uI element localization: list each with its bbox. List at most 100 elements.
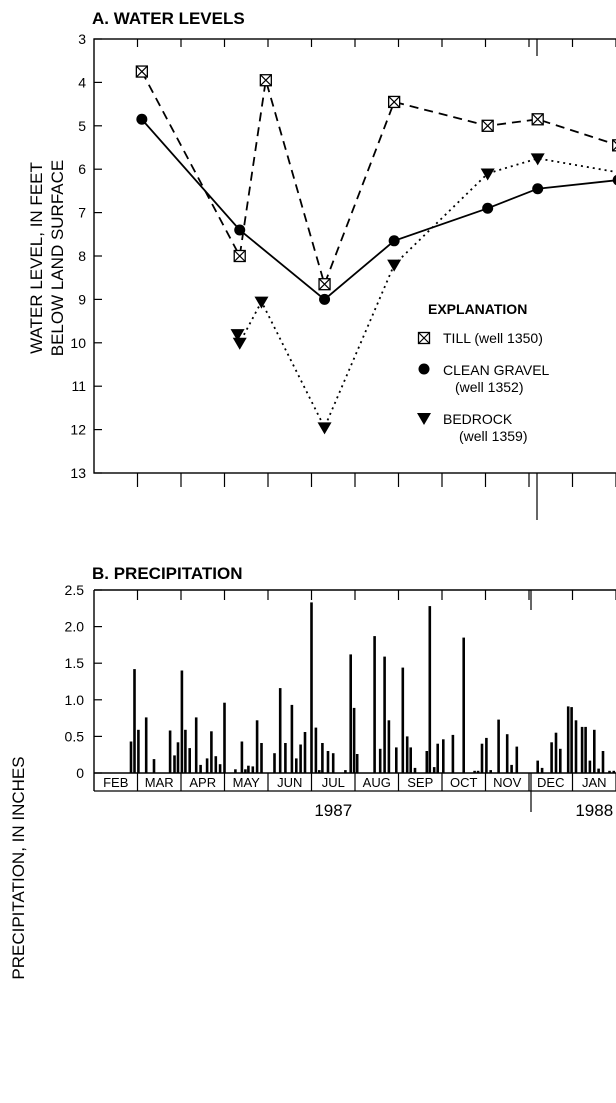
precipitation-y-tick-label: 0.5 [65, 728, 85, 744]
precipitation-bar [205, 758, 209, 773]
precipitation-bar [540, 767, 544, 773]
series-0-marker [135, 65, 149, 78]
precipitation-bar [373, 636, 376, 773]
precipitation-y-tick-label: 2.5 [65, 582, 85, 598]
precipitation-bar [428, 606, 432, 773]
series-0-marker-cross [612, 139, 616, 152]
precipitation-bar [566, 706, 570, 773]
precipitation-bar [580, 726, 584, 773]
precipitation-bar [515, 746, 519, 773]
series-2-marker [317, 422, 332, 435]
precipitation-bar [331, 753, 335, 773]
series-0-marker [233, 249, 246, 263]
water-levels-y-tick-label: 9 [78, 291, 86, 307]
precipitation-bar [278, 688, 282, 773]
series-1-marker [388, 235, 400, 247]
precipitation-bar [173, 755, 176, 773]
series-line-0 [141, 71, 616, 288]
water-levels-y-tick-label: 6 [78, 161, 86, 177]
water-levels-y-tick-label: 10 [70, 335, 86, 351]
legend-gravel-label: CLEAN GRAVEL [443, 362, 550, 378]
month-label: JUL [322, 775, 345, 790]
precipitation-bar [597, 768, 600, 773]
precipitation-bar [129, 741, 133, 773]
precipitation-bar [554, 732, 558, 773]
precipitation-y-tick-label: 0 [76, 765, 84, 781]
precipitation-bar [536, 760, 539, 773]
month-label: NOV [493, 775, 522, 790]
series-line-1 [141, 118, 616, 301]
precipitation-bar [210, 731, 213, 773]
precipitation-bar [344, 770, 347, 773]
water-levels-ylabel-line2: BELOW LAND SURFACE [48, 160, 67, 357]
legend-bedrock-icon [417, 413, 431, 425]
precipitation-bar [137, 729, 140, 773]
series-line-2 [236, 157, 616, 430]
month-label: DEC [537, 775, 564, 790]
precipitation-bar [405, 736, 409, 773]
precipitation-bar [260, 743, 263, 773]
precipitation-bar [349, 654, 352, 773]
precipitation-bar [251, 766, 255, 773]
water-levels-y-tick-label: 11 [71, 378, 86, 394]
precipitation-chart: B. PRECIPITATION PRECIPITATION, IN INCHE… [9, 564, 616, 980]
month-label: MAY [233, 775, 261, 790]
precipitation-bar [476, 770, 480, 773]
precipitation-bar [584, 726, 587, 773]
precipitation-bars [129, 602, 616, 773]
precipitation-bar [194, 717, 198, 773]
precipitation-y-tick-label: 2.0 [65, 619, 85, 635]
water-levels-y-tick-label: 4 [78, 74, 86, 90]
series-0-marker [318, 278, 331, 291]
precipitation-bar [299, 744, 302, 773]
precipitation-bar [473, 770, 476, 773]
precipitation-bar [413, 767, 417, 773]
precipitation-bar [489, 770, 492, 773]
precipitation-bar [133, 669, 136, 773]
precipitation-bar [387, 720, 391, 773]
precipitation-x-axis: FEBMARAPRMAYJUNJULAUGSEPOCTNOVDECJANFEB1… [103, 590, 616, 820]
series-1-marker [319, 293, 331, 305]
precipitation-bar [505, 734, 509, 773]
precipitation-bar [510, 764, 513, 773]
legend-icons [417, 331, 431, 425]
precipitation-bar [570, 707, 573, 773]
precipitation-bar [480, 743, 484, 773]
precipitation-bar [442, 739, 445, 773]
month-label: APR [189, 775, 216, 790]
water-levels-y-tick-label: 3 [78, 31, 86, 47]
precipitation-bar [184, 729, 187, 773]
precipitation-bar [485, 737, 488, 773]
precipitation-bar [188, 748, 191, 773]
month-label: JAN [582, 775, 607, 790]
precipitation-bar [168, 730, 172, 773]
precipitation-bar [409, 747, 412, 773]
precipitation-bar [559, 748, 562, 773]
month-label: SEP [407, 775, 433, 790]
year-label: 1987 [314, 801, 352, 820]
series-1-marker [136, 113, 148, 125]
precipitation-bar [255, 720, 259, 773]
water-levels-x-axis [136, 39, 616, 487]
legend-till-icon-cross [418, 332, 430, 344]
precipitation-bar [326, 751, 330, 773]
precipitation-bar [401, 667, 405, 773]
precipitation-bar [284, 743, 287, 773]
precipitation-y-axis: 0 0.5 1.0 1.5 2.0 2.5 [65, 582, 102, 781]
precipitation-y-tick-label: 1.5 [65, 655, 85, 671]
year-label: 1988 [575, 801, 613, 820]
water-levels-y-tick-label: 13 [70, 465, 86, 481]
precipitation-bar [462, 637, 465, 773]
legend-gravel-well: (well 1352) [455, 379, 523, 395]
precipitation-bar [608, 770, 611, 773]
series-0-marker [612, 139, 616, 152]
precipitation-bar [593, 729, 596, 773]
precipitation-bar [273, 753, 276, 773]
series-0-marker [481, 119, 494, 132]
series-0-marker-cross [259, 74, 272, 87]
series-1-marker [234, 224, 246, 236]
series-0-marker-box [612, 139, 616, 152]
series-1-marker [532, 183, 544, 195]
series-2-marker [387, 259, 402, 272]
